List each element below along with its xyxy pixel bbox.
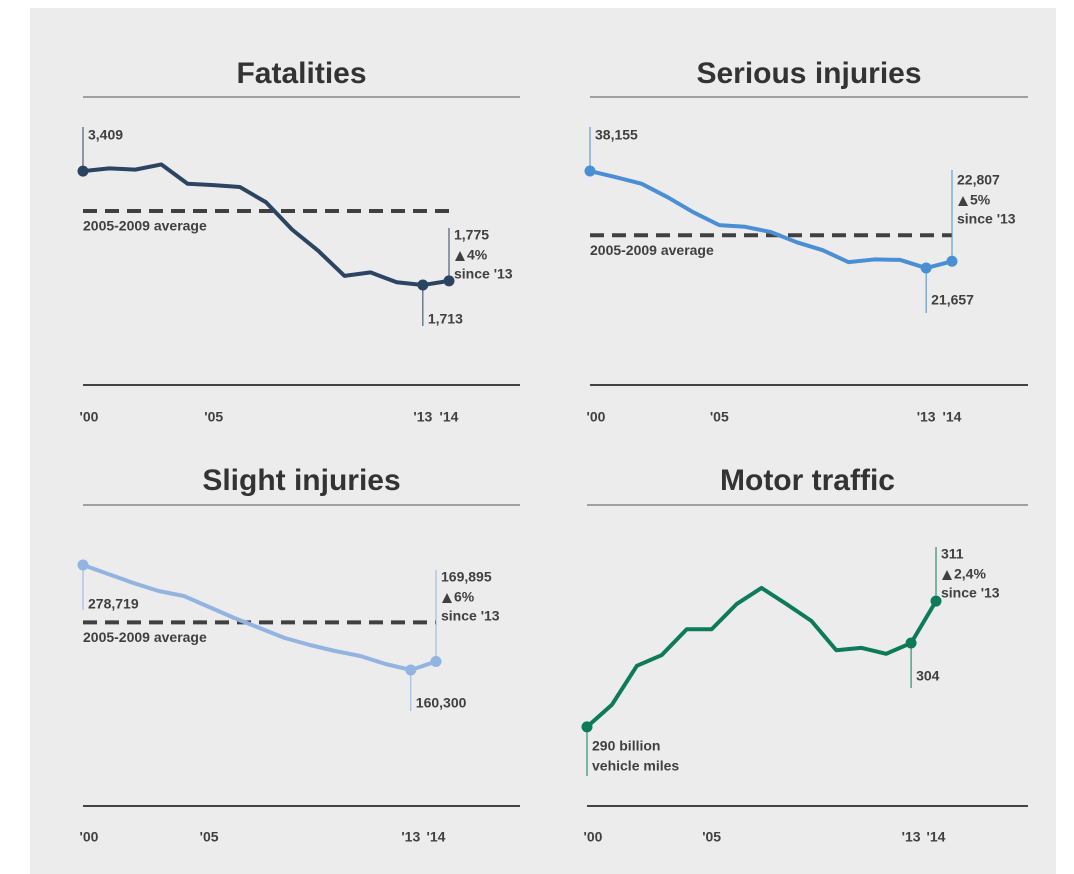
- x-tick-label: '13: [401, 829, 420, 845]
- x-tick-label: '00: [584, 829, 603, 845]
- value-label: 304: [916, 668, 940, 684]
- data-point: [430, 655, 442, 667]
- data-line: [82, 563, 437, 672]
- x-tick-label: '00: [80, 409, 99, 425]
- chart-title: Slight injuries: [202, 464, 400, 497]
- x-tick-label: '14: [427, 829, 446, 845]
- data-point: [77, 559, 89, 571]
- value-label: 3,409: [88, 127, 123, 143]
- average-label: 2005-2009 average: [83, 218, 207, 234]
- data-point: [581, 721, 593, 733]
- value-label: 21,657: [931, 292, 974, 308]
- x-tick-label: '05: [204, 409, 223, 425]
- value-label: 1,713: [428, 311, 463, 327]
- x-tick-label: '00: [587, 409, 606, 425]
- value-label: 22,807: [957, 172, 1000, 188]
- data-line: [585, 585, 938, 729]
- change-note: since '13: [957, 211, 1016, 227]
- up-arrow: [455, 251, 465, 261]
- value-label: 38,155: [595, 127, 638, 143]
- average-label: 2005-2009 average: [83, 629, 207, 645]
- x-tick-label: '13: [917, 409, 936, 425]
- average-label: 2005-2009 average: [590, 242, 714, 258]
- data-point: [443, 275, 455, 287]
- chart-title: Serious injuries: [696, 57, 921, 90]
- change-label: 4%: [467, 247, 488, 263]
- x-tick-label: '14: [440, 409, 459, 425]
- data-point: [417, 279, 429, 291]
- data-point: [920, 262, 932, 274]
- change-note: since '13: [454, 266, 513, 282]
- change-label: 5%: [970, 192, 991, 208]
- value-label: 311: [941, 546, 964, 562]
- data-point: [905, 637, 917, 649]
- panel-background: [30, 8, 1056, 874]
- data-point: [930, 595, 942, 607]
- up-arrow: [442, 593, 452, 603]
- x-tick-label: '14: [943, 409, 962, 425]
- change-label: 2,4%: [954, 566, 986, 582]
- data-point: [946, 255, 958, 267]
- data-line: [82, 162, 450, 288]
- x-tick-label: '13: [413, 409, 432, 425]
- up-arrow: [958, 196, 968, 206]
- data-point: [584, 165, 596, 177]
- x-tick-label: '05: [200, 829, 219, 845]
- value-label: 160,300: [416, 695, 467, 711]
- data-point: [405, 664, 417, 676]
- value-label: 1,775: [454, 227, 489, 243]
- x-tick-label: '13: [902, 829, 921, 845]
- data-point: [77, 165, 89, 177]
- unit-note: vehicle miles: [592, 758, 679, 774]
- up-arrow: [942, 570, 952, 580]
- value-label: 290 billion: [592, 738, 660, 754]
- value-label: 169,895: [441, 569, 492, 585]
- x-tick-label: '05: [702, 829, 721, 845]
- chart-title: Fatalities: [236, 57, 366, 90]
- change-note: since '13: [941, 585, 1000, 601]
- x-tick-label: '00: [80, 829, 99, 845]
- value-label: 278,719: [88, 596, 139, 612]
- data-line: [589, 169, 953, 271]
- x-tick-label: '14: [927, 829, 946, 845]
- chart-title: Motor traffic: [720, 464, 895, 497]
- change-label: 6%: [454, 589, 475, 605]
- change-note: since '13: [441, 608, 500, 624]
- x-tick-label: '05: [710, 409, 729, 425]
